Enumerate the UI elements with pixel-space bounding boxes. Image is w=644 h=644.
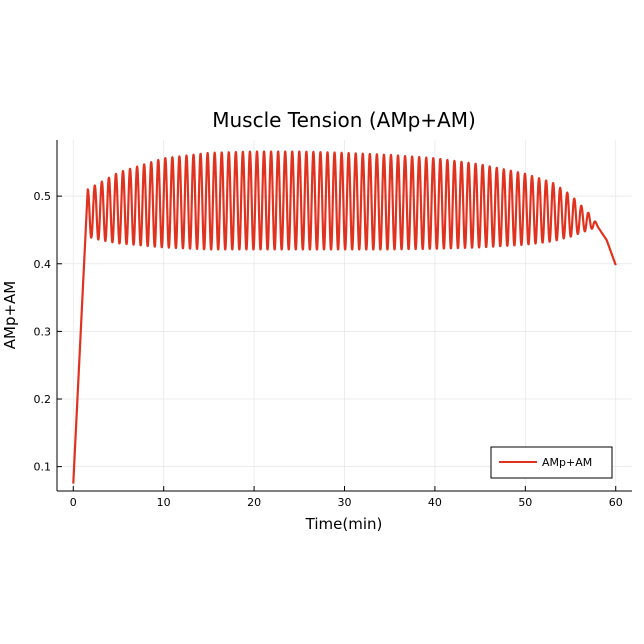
x-tick-label: 60 (609, 496, 623, 509)
chart-title: Muscle Tension (AMp+AM) (212, 108, 476, 132)
x-axis-label: Time(min) (305, 515, 383, 533)
x-tick-label: 0 (70, 496, 77, 509)
legend-label: AMp+AM (542, 456, 592, 469)
y-tick-label: 0.3 (34, 325, 52, 338)
y-axis-label: AMp+AM (1, 281, 19, 350)
series-line-amp-am (72, 150, 617, 484)
x-tick-label: 40 (428, 496, 442, 509)
y-tick-label: 0.4 (34, 258, 52, 271)
y-tick-label: 0.2 (34, 393, 52, 406)
x-tick-label: 10 (157, 496, 171, 509)
y-ticks: 0.1 0.2 0.3 0.4 0.5 (34, 190, 62, 474)
legend: AMp+AM (490, 446, 613, 479)
x-tick-label: 50 (518, 496, 532, 509)
x-tick-label: 20 (247, 496, 261, 509)
x-tick-label: 30 (338, 496, 352, 509)
x-ticks: 0 10 20 30 40 50 60 (70, 486, 623, 509)
y-tick-label: 0.5 (34, 190, 52, 203)
y-tick-label: 0.1 (34, 461, 52, 474)
series-layer (72, 150, 617, 484)
